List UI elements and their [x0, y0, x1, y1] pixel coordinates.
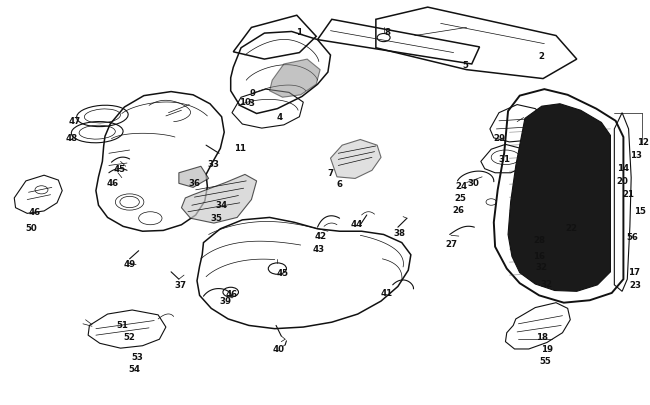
Text: 14: 14: [618, 163, 629, 172]
Text: 31: 31: [498, 155, 510, 164]
Text: 45: 45: [114, 165, 126, 174]
Text: 42: 42: [314, 231, 326, 240]
Text: 43: 43: [313, 245, 325, 254]
Text: 47: 47: [68, 117, 81, 126]
Text: 53: 53: [131, 352, 143, 361]
Text: 30: 30: [467, 179, 479, 188]
Text: 32: 32: [541, 279, 553, 288]
Text: 15: 15: [634, 206, 646, 215]
Text: 4: 4: [277, 113, 283, 122]
Polygon shape: [179, 167, 209, 188]
Text: 7: 7: [328, 168, 333, 177]
Text: 44: 44: [350, 220, 363, 229]
Text: 8: 8: [385, 28, 391, 37]
Text: 37: 37: [174, 280, 186, 289]
Text: 25: 25: [454, 193, 466, 202]
Text: 41: 41: [380, 288, 393, 297]
Text: 6: 6: [337, 180, 343, 189]
Text: 22: 22: [566, 224, 578, 233]
Text: 55: 55: [540, 356, 551, 365]
Text: 34: 34: [216, 200, 228, 209]
Text: 16: 16: [533, 252, 545, 260]
Text: 50: 50: [25, 223, 37, 232]
Text: 39: 39: [220, 296, 231, 305]
Text: 18: 18: [536, 333, 548, 341]
Polygon shape: [181, 175, 257, 224]
Text: 32: 32: [536, 262, 548, 271]
Text: 11: 11: [234, 143, 246, 152]
Text: 48: 48: [65, 133, 77, 142]
Polygon shape: [330, 140, 381, 179]
Text: 19: 19: [541, 344, 553, 353]
Text: 9: 9: [250, 89, 255, 98]
Text: 29: 29: [493, 134, 505, 143]
Text: 52: 52: [124, 333, 136, 341]
Text: 35: 35: [211, 213, 222, 222]
Text: 5: 5: [462, 61, 468, 70]
Text: 1: 1: [296, 28, 302, 37]
Text: 2: 2: [538, 51, 544, 60]
Text: 36: 36: [188, 179, 200, 188]
Text: 24: 24: [456, 182, 467, 191]
Text: 56: 56: [627, 233, 638, 242]
Text: 10: 10: [239, 98, 251, 107]
Ellipse shape: [552, 198, 588, 215]
Text: 40: 40: [272, 345, 285, 354]
Text: 51: 51: [116, 320, 128, 329]
Text: 49: 49: [124, 260, 136, 269]
Text: 46: 46: [226, 289, 238, 298]
Text: 20: 20: [616, 176, 628, 185]
Text: 28: 28: [533, 235, 545, 244]
Text: 26: 26: [453, 205, 465, 214]
Polygon shape: [508, 104, 610, 292]
Text: 46: 46: [29, 208, 41, 217]
Text: 23: 23: [629, 281, 641, 290]
Text: 13: 13: [630, 150, 642, 159]
Text: 33: 33: [208, 159, 220, 168]
Text: 38: 38: [393, 228, 405, 237]
Text: 27: 27: [445, 239, 457, 248]
Text: 54: 54: [129, 364, 141, 373]
Text: 21: 21: [623, 190, 634, 199]
Text: 12: 12: [637, 137, 649, 146]
Polygon shape: [270, 60, 320, 98]
Text: 17: 17: [628, 267, 640, 276]
Text: 45: 45: [276, 269, 289, 277]
Text: 3: 3: [248, 99, 254, 108]
Text: 46: 46: [107, 179, 119, 188]
